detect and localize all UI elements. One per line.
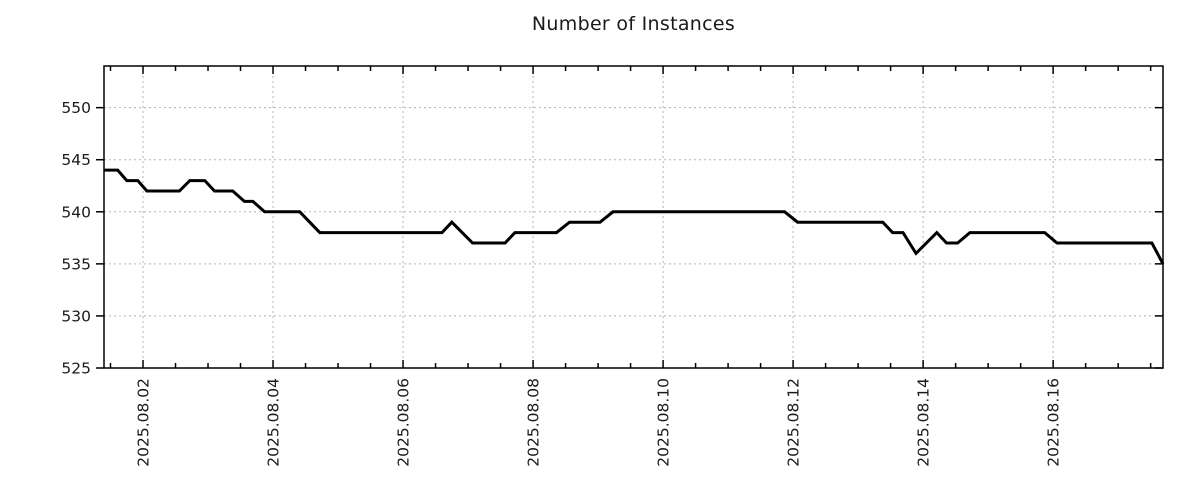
x-tick-label: 2025.08.12 [785, 378, 803, 467]
plot-border [103, 65, 1164, 369]
x-tick-label: 2025.08.02 [135, 378, 153, 467]
y-tick-labels: 525 530 535 540 545 550 [61, 99, 91, 377]
x-tick-label: 2025.08.08 [525, 378, 543, 467]
x-tick-label: 2025.08.04 [265, 378, 283, 467]
x-tick-label: 2025.08.06 [395, 378, 413, 467]
y-tick-label: 525 [61, 360, 91, 378]
y-tick-label: 545 [61, 151, 91, 169]
y-tick-label: 540 [61, 203, 91, 221]
y-tick-label: 535 [61, 255, 91, 273]
grid-lines [104, 66, 1163, 368]
x-tick-label: 2025.08.16 [1045, 378, 1063, 467]
x-tick-label: 2025.08.10 [655, 378, 673, 467]
axis-ticks [96, 66, 1163, 369]
x-tick-labels: 2025.08.02 2025.08.04 2025.08.06 2025.08.08… [135, 378, 1063, 467]
series-line-instances [104, 168, 1165, 265]
x-tick-label: 2025.08.14 [915, 378, 933, 467]
y-tick-label: 550 [61, 99, 91, 117]
chart-title: Number of Instances [531, 13, 736, 35]
y-tick-label: 530 [61, 307, 91, 325]
